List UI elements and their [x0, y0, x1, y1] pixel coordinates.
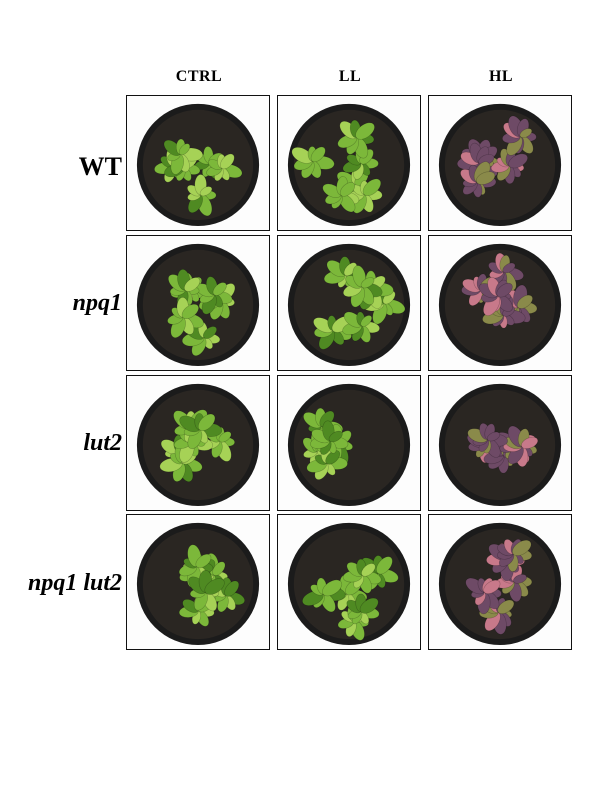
leaf [325, 450, 341, 465]
row-label-npq1: npq1 [72, 290, 122, 316]
rosette [163, 138, 203, 175]
rosette [465, 577, 502, 615]
plant-photo-wt-hl [428, 95, 572, 231]
pot-illustration [287, 243, 411, 367]
leaf [519, 128, 533, 139]
row-label-lut2: lut2 [83, 430, 122, 456]
rosette [159, 445, 203, 482]
leaf [184, 277, 201, 292]
plant-photo-wt-ctrl [126, 95, 270, 231]
leaf [360, 315, 373, 327]
rosette [346, 593, 380, 625]
pot-illustration [287, 383, 411, 507]
rosette [478, 277, 513, 316]
pot-illustration [438, 103, 562, 227]
rosette [460, 161, 497, 198]
rosette [179, 413, 223, 450]
leaf [496, 282, 513, 298]
pot-illustration [438, 522, 562, 646]
plant-photo-npq1-lut2-ctrl [126, 514, 270, 650]
leaf [502, 262, 516, 274]
plant-photo-wt-ll [277, 95, 421, 231]
leaf [212, 561, 226, 576]
rosette [206, 153, 243, 182]
leaf [475, 171, 496, 185]
column-header-hl: HL [488, 68, 514, 85]
leaf [516, 294, 533, 309]
leaf [322, 579, 343, 597]
plant-photo-npq1-lut2-ll [277, 514, 421, 650]
plant-photo-npq1-hl [428, 235, 572, 371]
pot-illustration [136, 103, 260, 227]
rosette [167, 297, 204, 339]
pot-illustration [287, 522, 411, 646]
pot-illustration [136, 243, 260, 367]
rosette [313, 315, 353, 350]
rosette [342, 311, 380, 343]
column-header-ll: LL [338, 68, 362, 85]
leaf [218, 431, 232, 443]
leaf [181, 303, 199, 320]
row-label-npq1-lut2: npq1 lut2 [27, 570, 122, 596]
leaf [204, 578, 225, 595]
rosette [342, 558, 382, 594]
rosette [337, 119, 375, 159]
leaf [195, 553, 212, 569]
leaf [497, 599, 515, 615]
leaf [362, 178, 382, 197]
rosette [497, 538, 533, 572]
leaf [483, 579, 501, 595]
pot-illustration [287, 103, 411, 227]
leaf [220, 153, 235, 170]
leaf [361, 563, 376, 577]
leaf [521, 436, 539, 449]
leaf [486, 431, 501, 442]
rosette [503, 425, 539, 468]
rosette [195, 276, 233, 315]
leaf [199, 186, 213, 197]
rosette [322, 176, 360, 213]
leaf [178, 143, 191, 156]
rosette [490, 148, 528, 185]
leaf [328, 430, 343, 443]
row-label-wt: WT [78, 152, 122, 181]
plant-photo-npq1-ll [277, 235, 421, 371]
rosette [204, 426, 235, 462]
leaf [212, 282, 227, 296]
pot-illustration [136, 383, 260, 507]
plant-photo-lut2-hl [428, 375, 572, 511]
leaf [508, 153, 528, 169]
rosette [302, 577, 346, 613]
leaf [203, 326, 217, 339]
leaf [355, 122, 375, 140]
rosette [467, 422, 508, 458]
plant-photo-lut2-ctrl [126, 375, 270, 511]
column-header-ctrl: CTRL [175, 68, 223, 85]
leaf [513, 574, 527, 584]
rosette [187, 174, 217, 217]
leaf [197, 413, 216, 432]
pot-illustration [136, 522, 260, 646]
rosette [291, 146, 335, 179]
plant-photo-npq1-ctrl [126, 235, 270, 371]
rosette [342, 143, 379, 180]
leaf [360, 277, 375, 289]
leaf [359, 597, 379, 614]
rosette [188, 569, 225, 612]
pot-illustration [438, 243, 562, 367]
rosette [343, 265, 383, 308]
leaf [339, 182, 356, 197]
leaf [224, 580, 240, 597]
leaf [310, 146, 326, 163]
leaf [376, 556, 393, 575]
plant-photo-lut2-ll [277, 375, 421, 511]
pot-illustration [438, 383, 562, 507]
rosette [502, 115, 537, 156]
leaf [512, 539, 532, 556]
plant-photo-npq1-lut2-hl [428, 514, 572, 650]
rosette [310, 420, 349, 455]
